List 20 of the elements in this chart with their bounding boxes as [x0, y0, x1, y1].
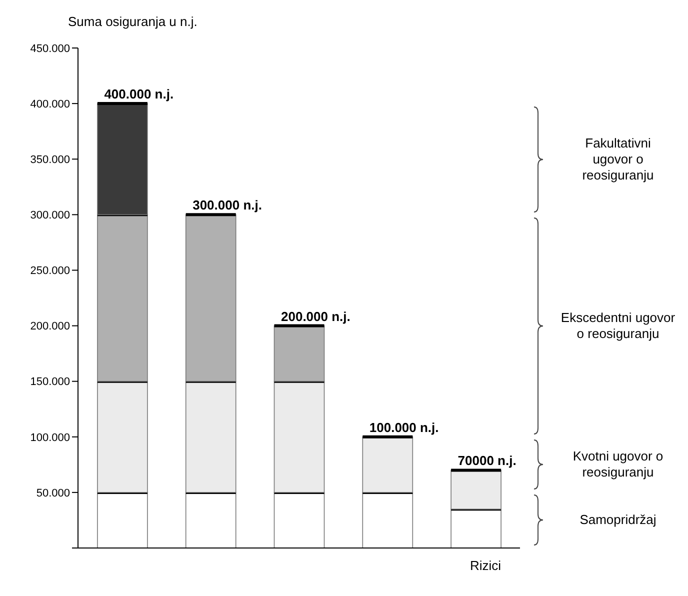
y-tick-label: 250.000 — [30, 265, 70, 278]
y-tick-label: 450.000 — [30, 42, 70, 55]
text: Fakultativni ugovor o reosiguranju — [582, 136, 654, 182]
text: Ekscedentni ugovor o reosiguranju — [560, 310, 676, 341]
total-label: 70000 n.j. — [458, 453, 516, 468]
text: Kvotni ugovor o reosiguranju — [572, 448, 664, 480]
x-axis-title: Rizici — [470, 558, 502, 573]
y-tick-label: 100.000 — [30, 432, 70, 444]
total-label: 200.000 n.j. — [281, 308, 350, 324]
y-tick-label: 300.000 — [30, 210, 70, 222]
y-tick-label: 50.000 — [36, 487, 70, 500]
y-tick-label: 400.000 — [30, 98, 70, 110]
total-label: 100.000 n.j. — [369, 420, 439, 435]
total-label: 400.000 n.j. — [104, 86, 174, 102]
text: Samopridržaj — [580, 512, 656, 527]
y-tick-label: 200.000 — [30, 320, 70, 333]
y-axis-title: Suma osiguranja u n.j. — [68, 14, 198, 29]
y-tick-label: 150.000 — [30, 376, 70, 388]
total-label: 300.000 n.j. — [192, 198, 262, 213]
y-tick-label: 350.000 — [30, 154, 70, 166]
